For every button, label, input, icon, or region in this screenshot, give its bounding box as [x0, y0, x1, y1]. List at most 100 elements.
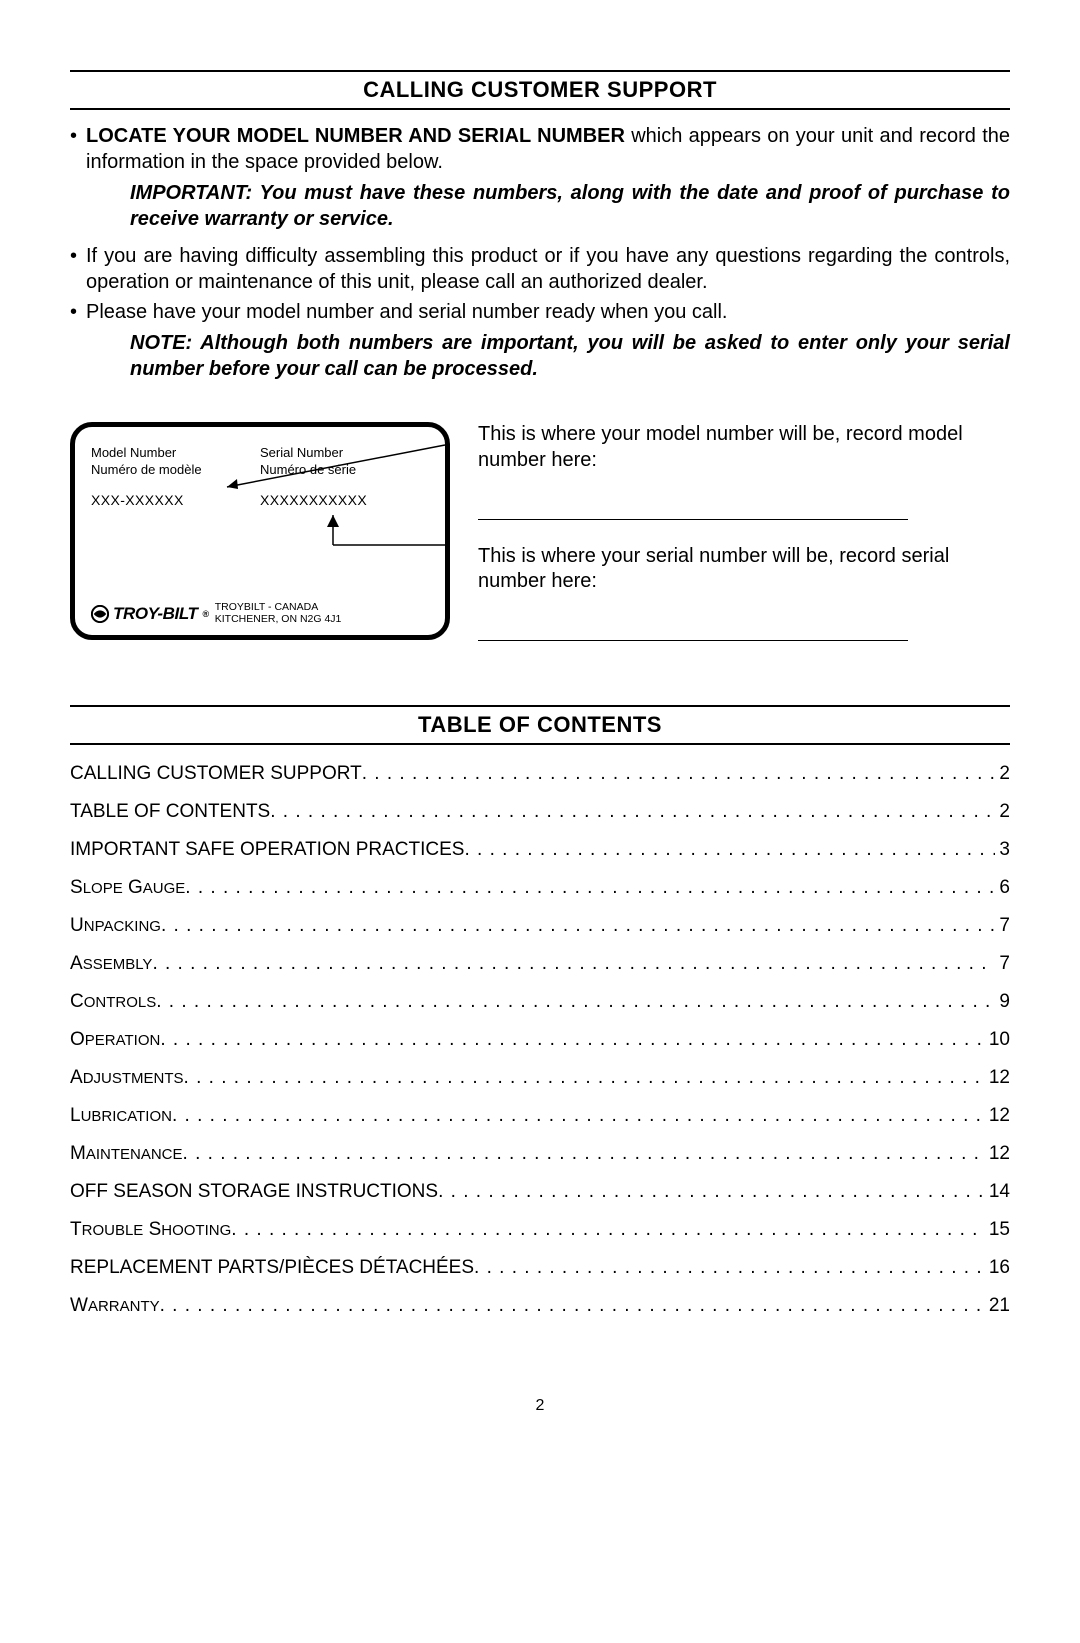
toc-page-number: 10	[985, 1029, 1010, 1051]
product-label-box: Model Number Numéro de modèle Serial Num…	[70, 422, 450, 640]
toc-label: TROUBLE SHOOTING	[70, 1219, 231, 1241]
important-note: IMPORTANT: You must have these numbers, …	[70, 181, 1010, 232]
model-placeholder: XXX-XXXXXX	[91, 492, 260, 508]
toc-row: TABLE OF CONTENTS 2	[70, 801, 1010, 823]
toc-leader-dots	[231, 1219, 985, 1241]
toc-leader-dots	[172, 1105, 985, 1127]
toc-row: TROUBLE SHOOTING 15	[70, 1219, 1010, 1241]
toc-row: LUBRICATION 12	[70, 1105, 1010, 1127]
toc-page-number: 14	[985, 1181, 1010, 1203]
important-body: You must have these numbers, along with …	[130, 182, 1010, 230]
toc-leader-dots	[270, 801, 995, 823]
toc-label: OPERATION	[70, 1029, 160, 1051]
registered-icon: ®	[203, 609, 209, 619]
toc-leader-dots	[183, 1143, 985, 1165]
toc-row: SLOPE GAUGE 6	[70, 877, 1010, 899]
table-of-contents: CALLING CUSTOMER SUPPORT 2TABLE OF CONTE…	[70, 763, 1010, 1317]
brand-mark-icon	[91, 605, 109, 623]
toc-row: ASSEMBLY 7	[70, 953, 1010, 975]
brand-name: TROY-BILT	[113, 604, 198, 624]
toc-page-number: 21	[985, 1295, 1010, 1317]
toc-leader-dots	[152, 953, 995, 975]
toc-label: LUBRICATION	[70, 1105, 172, 1127]
serial-placeholder: XXXXXXXXXXX	[260, 492, 429, 508]
section-title: TABLE OF CONTENTS	[418, 712, 662, 737]
toc-row: OPERATION 10	[70, 1029, 1010, 1051]
serial-prompt: This is where your serial number will be…	[478, 544, 1010, 595]
toc-page-number: 16	[985, 1257, 1010, 1279]
serial-record-line[interactable]	[478, 611, 908, 641]
toc-leader-dots	[156, 991, 995, 1013]
toc-page-number: 9	[995, 991, 1010, 1013]
page: CALLING CUSTOMER SUPPORT • LOCATE YOUR M…	[0, 0, 1080, 1455]
toc-row: WARRANTY 21	[70, 1295, 1010, 1317]
model-heading-en: Model Number	[91, 445, 260, 461]
toc-label: CALLING CUSTOMER SUPPORT	[70, 763, 362, 785]
bullet-text: Please have your model number and serial…	[86, 301, 727, 323]
section-header-toc: TABLE OF CONTENTS	[70, 705, 1010, 745]
toc-page-number: 6	[995, 877, 1010, 899]
note-label: NOTE:	[130, 332, 192, 354]
toc-leader-dots	[362, 763, 996, 785]
toc-label: SLOPE GAUGE	[70, 877, 185, 899]
toc-page-number: 7	[995, 953, 1010, 975]
toc-page-number: 3	[995, 839, 1010, 861]
toc-row: ADJUSTMENTS 12	[70, 1067, 1010, 1089]
toc-label: REPLACEMENT PARTS/PIÈCES DÉTACHÉES	[70, 1257, 474, 1279]
section-header-customer-support: CALLING CUSTOMER SUPPORT	[70, 70, 1010, 110]
bullet-difficulty: • If you are having difficulty assemblin…	[70, 244, 1010, 295]
toc-label: OFF SEASON STORAGE INSTRUCTIONS	[70, 1181, 438, 1203]
toc-label: CONTROLS	[70, 991, 156, 1013]
toc-leader-dots	[438, 1181, 985, 1203]
brand-row: TROY-BILT ® TROYBILT - CANADA KITCHENER, …	[91, 602, 429, 625]
serial-heading-en: Serial Number	[260, 445, 429, 461]
brand-addr-2: KITCHENER, ON N2G 4J1	[215, 613, 342, 625]
toc-leader-dots	[160, 1295, 985, 1317]
toc-label: MAINTENANCE	[70, 1143, 183, 1165]
toc-leader-dots	[185, 877, 995, 899]
toc-label: WARRANTY	[70, 1295, 160, 1317]
brand-logo: TROY-BILT ®	[91, 604, 209, 624]
toc-row: CALLING CUSTOMER SUPPORT 2	[70, 763, 1010, 785]
label-values: XXX-XXXXXX XXXXXXXXXXX	[91, 492, 429, 508]
toc-leader-dots	[161, 915, 995, 937]
toc-label: IMPORTANT SAFE OPERATION PRACTICES	[70, 839, 464, 861]
toc-label: TABLE OF CONTENTS	[70, 801, 270, 823]
toc-row: IMPORTANT SAFE OPERATION PRACTICES 3	[70, 839, 1010, 861]
toc-leader-dots	[184, 1067, 985, 1089]
toc-row: CONTROLS 9	[70, 991, 1010, 1013]
bullet-text: If you are having difficulty assembling …	[86, 245, 1010, 293]
important-label: IMPORTANT:	[130, 182, 252, 204]
label-and-prompts-row: Model Number Numéro de modèle Serial Num…	[70, 422, 1010, 664]
product-label-wrap: Model Number Numéro de modèle Serial Num…	[70, 422, 450, 664]
toc-label: ASSEMBLY	[70, 953, 152, 975]
note-body: Although both numbers are important, you…	[130, 332, 1010, 380]
bullet-have-numbers: • Please have your model number and seri…	[70, 300, 1010, 326]
toc-row: MAINTENANCE 12	[70, 1143, 1010, 1165]
toc-page-number: 12	[985, 1105, 1010, 1127]
note-serial: NOTE: Although both numbers are importan…	[70, 331, 1010, 382]
toc-page-number: 2	[995, 763, 1010, 785]
toc-page-number: 2	[995, 801, 1010, 823]
brand-address: TROYBILT - CANADA KITCHENER, ON N2G 4J1	[215, 602, 342, 625]
model-heading-fr: Numéro de modèle	[91, 462, 260, 478]
toc-label: ADJUSTMENTS	[70, 1067, 184, 1089]
toc-leader-dots	[160, 1029, 985, 1051]
section-title: CALLING CUSTOMER SUPPORT	[363, 77, 717, 102]
serial-heading: Serial Number Numéro de série	[260, 445, 429, 478]
bullet-locate: • LOCATE YOUR MODEL NUMBER AND SERIAL NU…	[70, 124, 1010, 175]
model-record-line[interactable]	[478, 490, 908, 520]
bullet-icon: •	[70, 124, 86, 150]
toc-leader-dots	[464, 839, 995, 861]
toc-label: UNPACKING	[70, 915, 161, 937]
record-prompts: This is where your model number will be,…	[478, 422, 1010, 664]
brand-addr-1: TROYBILT - CANADA	[215, 601, 318, 613]
bullet-strong-text: LOCATE YOUR MODEL NUMBER AND SERIAL NUMB…	[86, 125, 625, 147]
toc-page-number: 7	[995, 915, 1010, 937]
toc-leader-dots	[474, 1257, 985, 1279]
label-headings: Model Number Numéro de modèle Serial Num…	[91, 445, 429, 478]
toc-row: OFF SEASON STORAGE INSTRUCTIONS 14	[70, 1181, 1010, 1203]
toc-page-number: 15	[985, 1219, 1010, 1241]
toc-page-number: 12	[985, 1067, 1010, 1089]
toc-page-number: 12	[985, 1143, 1010, 1165]
